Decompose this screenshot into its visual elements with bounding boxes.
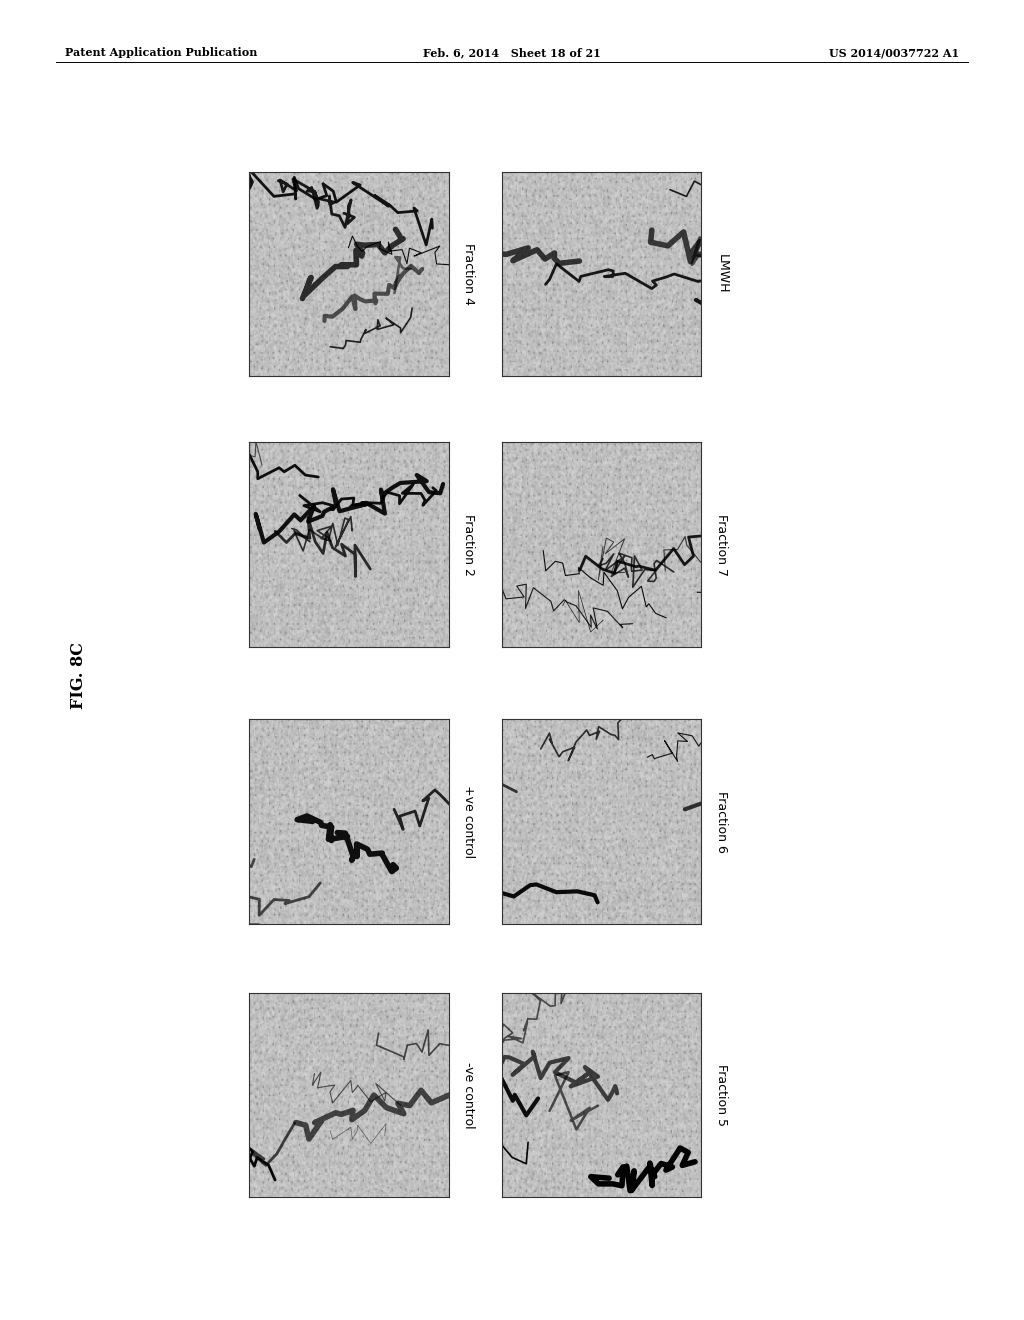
Text: Patent Application Publication: Patent Application Publication	[65, 48, 257, 58]
Text: Fraction 6: Fraction 6	[716, 791, 728, 853]
Text: Fraction 5: Fraction 5	[716, 1064, 728, 1126]
Text: Fraction 2: Fraction 2	[463, 513, 475, 576]
Text: LMWH: LMWH	[716, 255, 728, 293]
Text: Feb. 6, 2014   Sheet 18 of 21: Feb. 6, 2014 Sheet 18 of 21	[423, 48, 601, 58]
Text: Fraction 7: Fraction 7	[716, 513, 728, 576]
Text: +ve control: +ve control	[463, 785, 475, 858]
Text: -ve control: -ve control	[463, 1061, 475, 1129]
Text: Fraction 4: Fraction 4	[463, 243, 475, 305]
Text: FIG. 8C: FIG. 8C	[71, 643, 87, 709]
Text: US 2014/0037722 A1: US 2014/0037722 A1	[829, 48, 959, 58]
